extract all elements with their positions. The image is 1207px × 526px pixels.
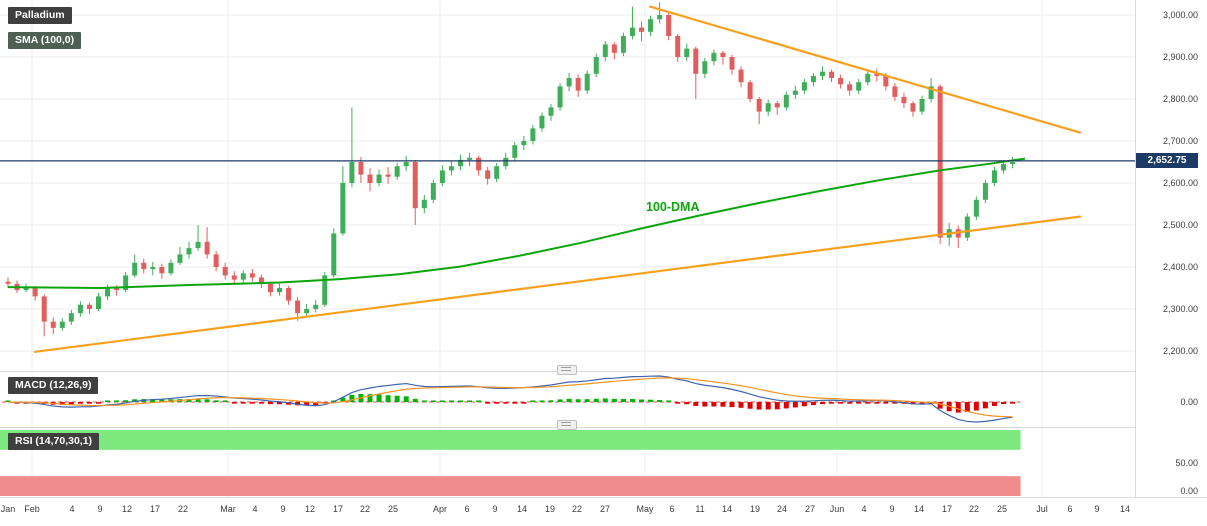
x-tick-label: 4 [69, 504, 75, 514]
macd-tick-label: 0.00 [1180, 397, 1198, 408]
x-tick-label: 17 [149, 504, 161, 514]
price-tick-label: 2,400.00 [1162, 262, 1198, 272]
price-tick-label: 2,300.00 [1162, 304, 1198, 314]
x-tick-label: 24 [776, 504, 788, 514]
x-tick-label: 19 [749, 504, 761, 514]
x-tick-label: Feb [24, 504, 40, 514]
macd-indicator-badge[interactable]: MACD (12,26,9) [8, 377, 99, 394]
x-tick-label: Jan [0, 504, 16, 514]
price-tick-label: 2,900.00 [1162, 52, 1198, 62]
price-axis[interactable]: 3,000.00 2,900.00 2,800.00 2,700.00 2,600.00… [1135, 0, 1207, 497]
x-tick-label: 22 [359, 504, 371, 514]
x-tick-label: 11 [695, 504, 705, 514]
x-tick-label: 9 [492, 504, 498, 514]
x-tick-label: 6 [464, 504, 470, 514]
x-tick-label: 25 [996, 504, 1008, 514]
x-tick-label: 19 [544, 504, 556, 514]
x-tick-label: 9 [1094, 504, 1100, 514]
price-tick-label: 2,600.00 [1162, 178, 1198, 188]
dma-annotation-label: 100-DMA [646, 200, 700, 214]
x-tick-label: 6 [1067, 504, 1073, 514]
x-tick-label: Apr [432, 504, 448, 514]
x-tick-label: 25 [387, 504, 399, 514]
instrument-badge[interactable]: Palladium [8, 7, 72, 24]
price-tick-label: 2,200.00 [1162, 346, 1198, 356]
price-tick-label: 2,700.00 [1162, 136, 1198, 146]
rsi-tick-label: 0.00 [1180, 486, 1198, 496]
x-tick-label: 14 [1119, 504, 1131, 514]
x-tick-label: Jun [829, 504, 845, 514]
x-tick-label: 22 [177, 504, 189, 514]
price-tick-label: 2,500.00 [1162, 220, 1198, 230]
x-tick-label: 22 [571, 504, 583, 514]
x-tick-label: Mar [220, 504, 236, 514]
x-tick-label: 22 [968, 504, 980, 514]
rsi-tick-label: 50.00 [1175, 458, 1198, 468]
x-tick-label: 14 [516, 504, 528, 514]
x-tick-label: 4 [861, 504, 867, 514]
rsi-indicator-badge[interactable]: RSI (14,70,30,1) [8, 433, 100, 450]
x-tick-label: 14 [721, 504, 733, 514]
panel-resize-handle-macd[interactable] [557, 365, 577, 375]
price-tick-label: 3,000.00 [1162, 10, 1198, 20]
sma-indicator-badge[interactable]: SMA (100,0) [8, 32, 82, 49]
x-tick-label: 9 [889, 504, 895, 514]
x-tick-label: 9 [280, 504, 286, 514]
x-tick-label: Jul [1036, 504, 1048, 514]
x-tick-label: 12 [121, 504, 133, 514]
x-tick-label: 4 [252, 504, 258, 514]
time-axis[interactable]: Jan Feb 4 9 12 17 22 Mar 4 9 12 17 22 25 Apr 6 9 14 19 22 27… [0, 497, 1207, 526]
x-tick-label: 27 [804, 504, 816, 514]
x-tick-label: May [636, 504, 654, 514]
x-tick-label: 6 [669, 504, 675, 514]
current-price-badge: 2,652.75 [1136, 153, 1198, 169]
x-tick-label: 9 [97, 504, 103, 514]
panel-resize-handle-rsi[interactable] [557, 420, 577, 430]
price-tick-label: 2,800.00 [1162, 94, 1198, 104]
x-tick-label: 12 [304, 504, 316, 514]
x-tick-label: 17 [941, 504, 953, 514]
x-tick-label: 27 [599, 504, 611, 514]
x-tick-label: 17 [332, 504, 344, 514]
x-tick-label: 14 [913, 504, 925, 514]
